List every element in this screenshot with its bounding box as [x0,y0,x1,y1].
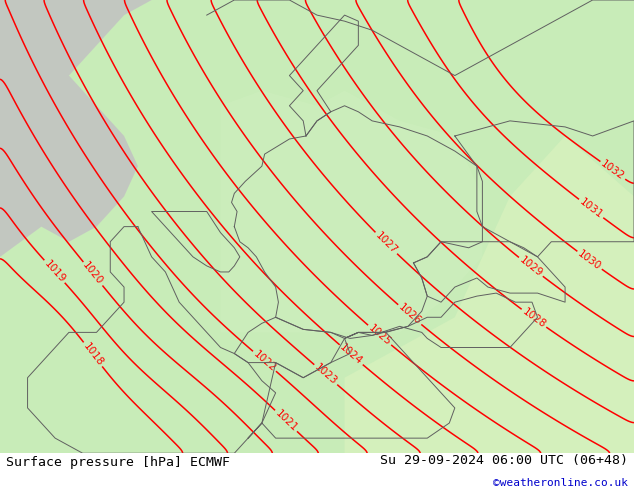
Text: 1019: 1019 [42,258,67,285]
Text: 1021: 1021 [273,408,299,434]
Text: 1024: 1024 [338,343,365,367]
Text: 1025: 1025 [366,323,393,347]
Text: 1029: 1029 [517,255,544,279]
Text: 1028: 1028 [521,306,548,330]
Text: 1030: 1030 [576,248,603,272]
Text: ©weatheronline.co.uk: ©weatheronline.co.uk [493,478,628,488]
Polygon shape [221,91,482,332]
Text: Surface pressure [hPa] ECMWF: Surface pressure [hPa] ECMWF [6,456,230,469]
Text: 1026: 1026 [396,302,423,327]
Text: 1020: 1020 [81,260,105,287]
Polygon shape [0,0,152,257]
Text: 1031: 1031 [578,196,605,220]
Text: 1023: 1023 [313,362,339,387]
Text: Su 29-09-2024 06:00 UTC (06+48): Su 29-09-2024 06:00 UTC (06+48) [380,454,628,467]
Polygon shape [344,136,634,453]
Text: 1018: 1018 [81,341,105,368]
Text: 1022: 1022 [251,349,278,374]
Text: 1027: 1027 [373,230,399,256]
Polygon shape [0,0,152,257]
Text: 1032: 1032 [599,159,626,182]
